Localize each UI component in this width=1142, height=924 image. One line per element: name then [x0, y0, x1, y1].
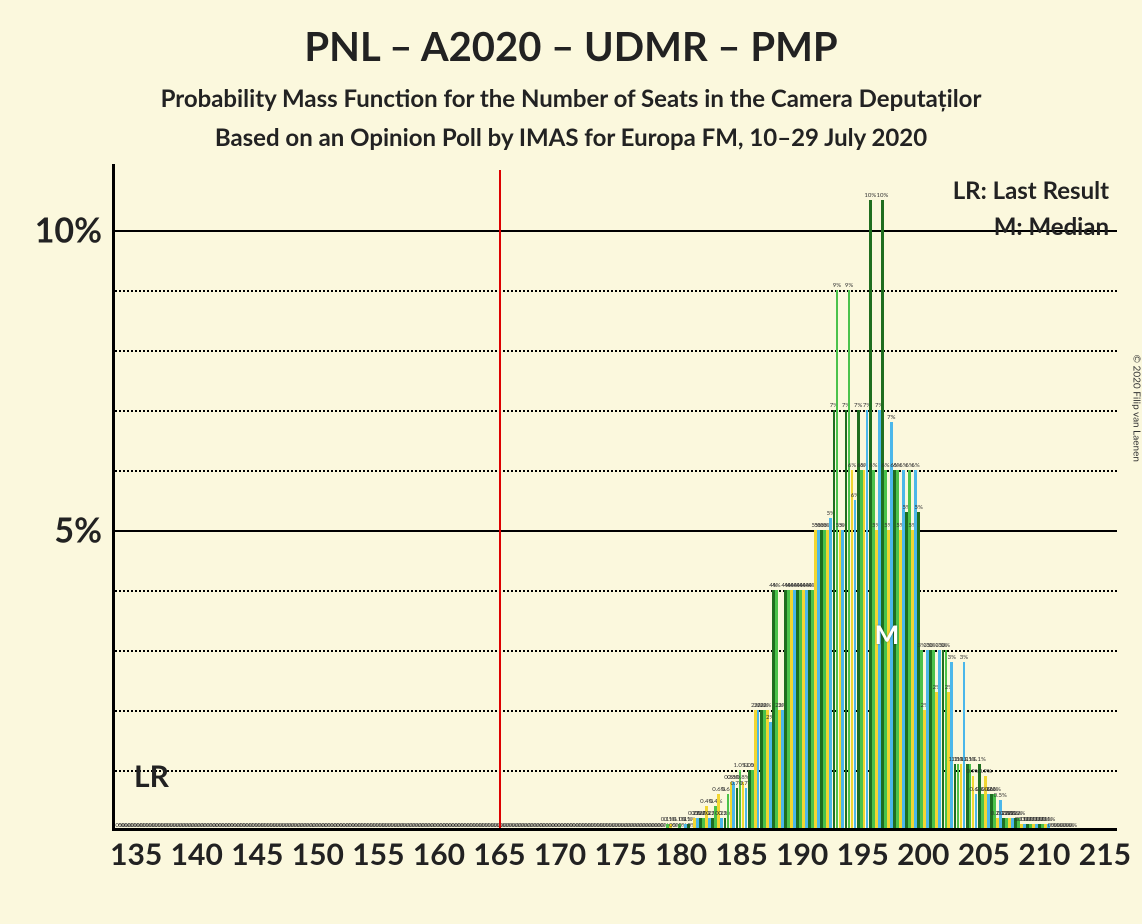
bar-value-label: 9% — [845, 282, 853, 290]
plot-area: 0%0%0%0%0%0%0%0%0%0%0%0%0%0%0%0%0%0%0%0%… — [112, 170, 1117, 830]
last-result-line — [499, 170, 501, 830]
x-tick-label: 185 — [716, 830, 768, 872]
x-tick-label: 135 — [110, 830, 162, 872]
bar-value-label: 0.4% — [709, 798, 722, 806]
bar-value-label: 6% — [911, 462, 919, 470]
median-label: M — [875, 618, 900, 650]
x-tick-label: 195 — [837, 830, 889, 872]
legend-m: M: Median — [994, 212, 1109, 241]
x-tick-label: 160 — [413, 830, 465, 872]
bar-value-label: 6% — [869, 462, 877, 470]
bar-value-label: 3% — [942, 642, 950, 650]
y-tick-label: 10% — [35, 210, 112, 251]
x-tick-label: 205 — [958, 830, 1010, 872]
x-tick-label: 140 — [171, 830, 223, 872]
copyright-text: © 2020 Filip van Laenen — [1130, 355, 1142, 462]
bar-value-label: 7% — [854, 402, 862, 410]
legend-lr: LR: Last Result — [953, 176, 1109, 205]
x-tick-label: 215 — [1079, 830, 1131, 872]
bars-layer: 0%0%0%0%0%0%0%0%0%0%0%0%0%0%0%0%0%0%0%0%… — [112, 170, 1117, 830]
y-axis — [112, 164, 115, 830]
bar-value-label: 10% — [864, 192, 876, 200]
x-tick-label: 180 — [655, 830, 707, 872]
x-tick-label: 150 — [292, 830, 344, 872]
bar-value-label: 6% — [848, 462, 856, 470]
x-tick-label: 190 — [776, 830, 828, 872]
y-tick-label: 5% — [54, 510, 112, 551]
bar-value-label: 3% — [948, 654, 956, 662]
bar-value-label: 3% — [960, 654, 968, 662]
bar-value-label: 9% — [833, 282, 841, 290]
bar-value-label: 1.1% — [973, 756, 986, 764]
x-tick-label: 170 — [534, 830, 586, 872]
chart-container: PNL – A2020 – UDMR – PMP Probability Mas… — [0, 0, 1142, 924]
x-tick-label: 200 — [897, 830, 949, 872]
bar-value-label: 7% — [887, 414, 895, 422]
bar-value-label: 0.5% — [994, 792, 1007, 800]
chart-title: PNL – A2020 – UDMR – PMP — [0, 0, 1142, 70]
bar-value-label: 0.9% — [979, 768, 992, 776]
chart-subtitle-2: Based on an Opinion Poll by IMAS for Eur… — [0, 113, 1142, 152]
bar-value-label: 10% — [876, 192, 888, 200]
x-tick-label: 210 — [1018, 830, 1070, 872]
bar-value-label: 5% — [915, 504, 923, 512]
x-tick-label: 145 — [231, 830, 283, 872]
x-tick-label: 175 — [594, 830, 646, 872]
x-tick-label: 155 — [352, 830, 404, 872]
bar-value-label: 2% — [763, 702, 771, 710]
bar-value-label: 6% — [881, 462, 889, 470]
x-tick-label: 165 — [473, 830, 525, 872]
bar-value-label: 4% — [772, 582, 780, 590]
chart-subtitle-1: Probability Mass Function for the Number… — [0, 70, 1142, 113]
last-result-label: LR — [134, 758, 169, 794]
